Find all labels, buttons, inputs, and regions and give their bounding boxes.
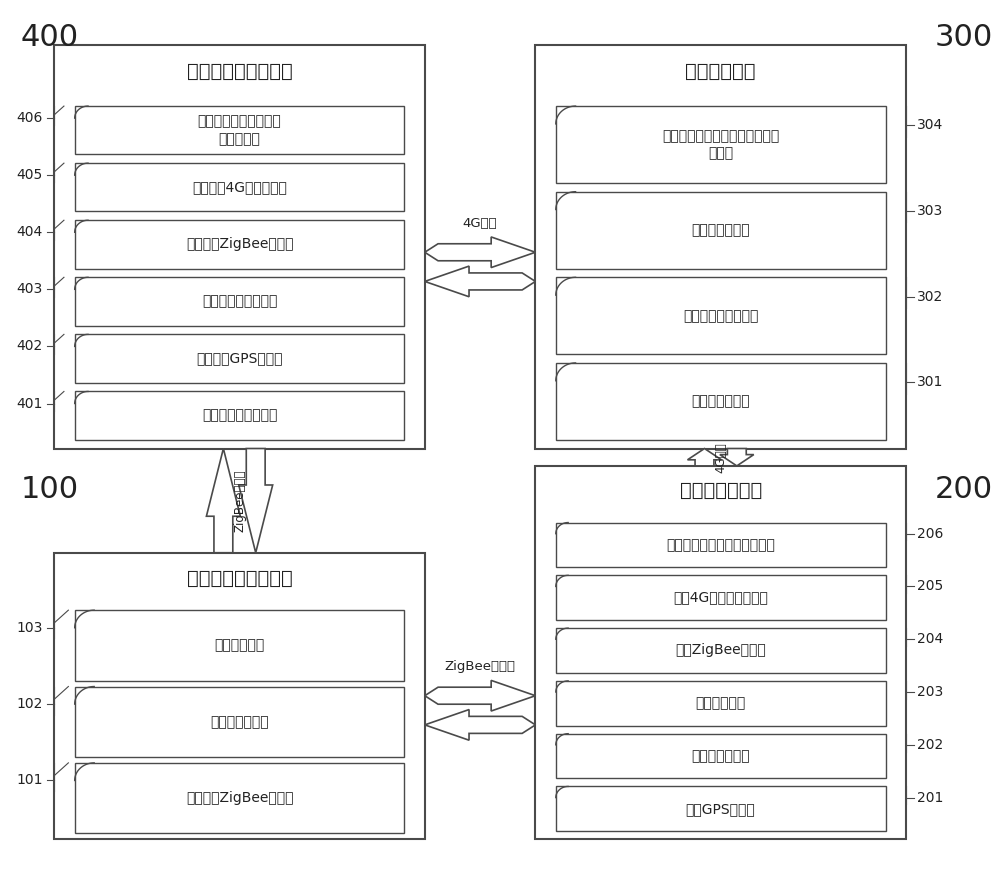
Text: 噴嘴口径可控子模块: 噴嘴口径可控子模块 xyxy=(202,408,277,422)
Polygon shape xyxy=(425,267,535,297)
Text: 精准作业4G路由子模块: 精准作业4G路由子模块 xyxy=(192,180,287,194)
Text: 301: 301 xyxy=(917,375,944,389)
Text: 温湿度传感器: 温湿度传感器 xyxy=(214,638,265,652)
Text: 404: 404 xyxy=(17,226,43,240)
Polygon shape xyxy=(720,449,754,466)
Text: 精准作业动态网络连接
控制子模块: 精准作业动态网络连接 控制子模块 xyxy=(198,115,281,145)
Bar xyxy=(75,763,404,834)
Text: 403: 403 xyxy=(17,282,43,296)
Text: 工勘ZigBee子模块: 工勘ZigBee子模块 xyxy=(675,644,766,658)
Text: 401: 401 xyxy=(16,396,43,410)
Bar xyxy=(54,553,425,840)
Bar xyxy=(556,576,886,620)
Text: 202: 202 xyxy=(917,738,944,752)
Text: 基本配置子模块: 基本配置子模块 xyxy=(691,223,750,237)
Text: 405: 405 xyxy=(17,168,43,182)
Text: 406: 406 xyxy=(16,111,43,125)
Bar xyxy=(556,277,886,354)
Text: 303: 303 xyxy=(917,204,944,218)
Bar xyxy=(75,277,404,326)
Polygon shape xyxy=(425,680,535,711)
Text: 4G网络: 4G网络 xyxy=(714,442,727,473)
Text: 100: 100 xyxy=(21,475,79,503)
Text: 风力风向传感器: 风力风向传感器 xyxy=(210,715,269,729)
Bar xyxy=(75,686,404,757)
Text: 精准作业GPS子模块: 精准作业GPS子模块 xyxy=(196,352,283,366)
Bar xyxy=(556,363,886,440)
Text: 204: 204 xyxy=(917,632,944,646)
Text: 304: 304 xyxy=(917,118,944,132)
Text: 201: 201 xyxy=(917,791,944,805)
Bar xyxy=(54,44,425,449)
Polygon shape xyxy=(688,449,721,466)
Polygon shape xyxy=(425,710,535,740)
Bar xyxy=(535,466,906,840)
Text: 103: 103 xyxy=(16,621,43,635)
Text: 处方管理子模块: 处方管理子模块 xyxy=(691,395,750,408)
Text: 工勘4G路由子工勘模块: 工勘4G路由子工勘模块 xyxy=(673,591,768,604)
Polygon shape xyxy=(425,237,535,267)
Text: 4G网络: 4G网络 xyxy=(463,217,497,230)
Text: 工勘GPS子模块: 工勘GPS子模块 xyxy=(686,802,756,816)
Text: ZigBee无线网: ZigBee无线网 xyxy=(233,469,246,532)
Text: 云端人工智能算法模型训练系统
子模块: 云端人工智能算法模型训练系统 子模块 xyxy=(662,129,779,160)
Bar xyxy=(535,44,906,449)
Text: 402: 402 xyxy=(17,340,43,354)
Text: 203: 203 xyxy=(917,685,944,699)
Text: 工勘动态网络连接控制子模块: 工勘动态网络连接控制子模块 xyxy=(666,538,775,552)
Bar xyxy=(75,220,404,268)
Text: 遥感数据管理子模块: 遥感数据管理子模块 xyxy=(683,308,758,323)
Text: 摄像头子模块: 摄像头子模块 xyxy=(696,696,746,710)
Text: 飞行决策ZigBee子模块: 飞行决策ZigBee子模块 xyxy=(186,791,293,805)
Bar xyxy=(556,733,886,779)
Text: 无人机飞行决策系统: 无人机飞行决策系统 xyxy=(187,569,292,588)
Text: 302: 302 xyxy=(917,289,944,303)
Bar xyxy=(75,163,404,212)
Bar xyxy=(556,787,886,831)
Text: 400: 400 xyxy=(21,24,79,52)
Text: 200: 200 xyxy=(935,475,993,503)
Text: 300: 300 xyxy=(935,24,993,52)
Bar xyxy=(556,628,886,672)
Bar xyxy=(75,611,404,680)
Polygon shape xyxy=(239,449,273,553)
Polygon shape xyxy=(206,449,240,553)
Text: 精准作业ZigBee子模块: 精准作业ZigBee子模块 xyxy=(186,238,293,252)
Bar xyxy=(556,192,886,268)
Bar xyxy=(556,106,886,183)
Bar xyxy=(75,391,404,440)
Bar xyxy=(556,681,886,726)
Text: 工勘避障子模块: 工勘避障子模块 xyxy=(691,749,750,763)
Text: 精准作业避障子模块: 精准作业避障子模块 xyxy=(202,294,277,308)
Text: 206: 206 xyxy=(917,527,944,541)
Bar xyxy=(75,106,404,154)
Text: 无人机工勘系统: 无人机工勘系统 xyxy=(680,481,762,500)
Text: 205: 205 xyxy=(917,579,944,593)
Text: 无人机精准作业系统: 无人机精准作业系统 xyxy=(187,62,292,80)
Bar xyxy=(556,523,886,567)
Text: ZigBee无线网: ZigBee无线网 xyxy=(445,660,516,673)
Text: 101: 101 xyxy=(16,773,43,787)
Text: 处方作业系统: 处方作业系统 xyxy=(685,62,756,80)
Bar xyxy=(75,334,404,382)
Text: 102: 102 xyxy=(16,697,43,711)
